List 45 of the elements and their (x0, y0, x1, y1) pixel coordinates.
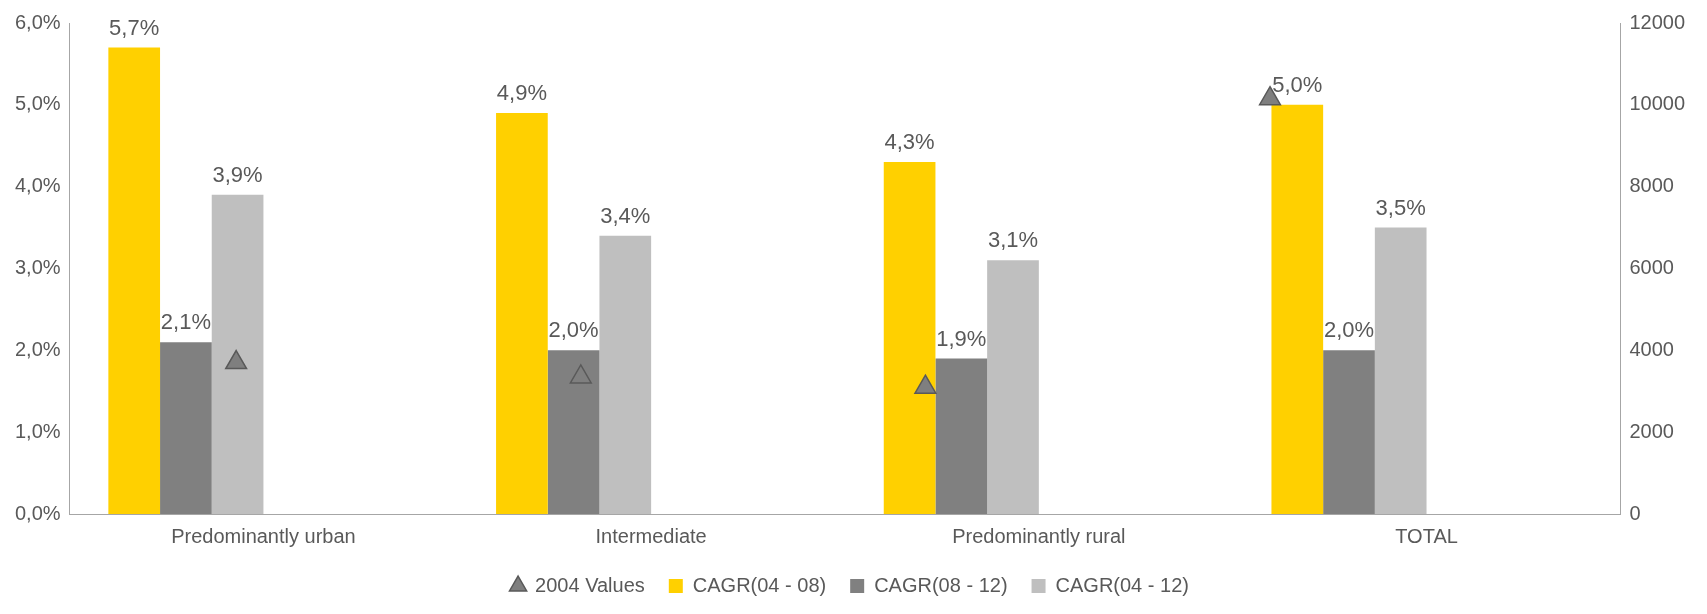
y2-tick-label: 4000 (1629, 337, 1674, 360)
legend-label: CAGR(04 - 08) (692, 573, 827, 596)
x-tick-label: Predominantly rural (952, 524, 1126, 547)
y2-tick-label: 0 (1629, 501, 1641, 524)
y2-tick-label: 8000 (1629, 174, 1674, 197)
bar (160, 342, 212, 514)
data-label: 2,0% (548, 317, 599, 343)
y-tick-label: 3,0% (14, 256, 61, 279)
data-label: 5,7% (109, 14, 160, 40)
bar (987, 260, 1039, 514)
y2-tick-label: 10000 (1629, 92, 1686, 115)
data-label: 2,1% (160, 309, 211, 335)
y-tick-label: 6,0% (14, 10, 61, 33)
y-tick-label: 1,0% (14, 419, 61, 442)
legend-label: 2004 Values (535, 573, 645, 596)
y-tick-label: 5,0% (14, 92, 61, 115)
bar (883, 162, 936, 514)
bar (211, 194, 264, 514)
bar (599, 235, 652, 514)
x-tick-label: TOTAL (1395, 524, 1458, 547)
y2-tick-label: 6000 (1629, 256, 1674, 279)
x-tick-label: Intermediate (595, 524, 707, 547)
legend-label: CAGR(08 - 12) (874, 573, 1008, 596)
bar (547, 350, 600, 514)
data-label: 3,1% (987, 227, 1039, 253)
data-label: 4,9% (496, 80, 547, 106)
bar (108, 47, 161, 514)
data-label: 1,9% (936, 325, 987, 351)
bar (1323, 350, 1375, 514)
bar (1271, 104, 1324, 514)
bar (1374, 227, 1427, 514)
y-tick-label: 0,0% (14, 501, 61, 524)
y2-tick-label: 12000 (1629, 10, 1686, 33)
data-label: 2,0% (1323, 317, 1375, 343)
data-label: 3,5% (1375, 194, 1426, 220)
legend-label: CAGR(04 - 12) (1055, 573, 1189, 596)
y-tick-label: 2,0% (14, 337, 61, 360)
y-tick-label: 4,0% (14, 174, 61, 197)
data-label: 3,9% (212, 161, 263, 187)
bar (496, 113, 548, 514)
data-label: 3,4% (600, 202, 651, 228)
data-label: 4,3% (884, 129, 935, 155)
data-label: 5,0% (1272, 71, 1323, 97)
x-tick-label: Predominantly urban (171, 524, 356, 547)
y2-tick-label: 2000 (1629, 419, 1674, 442)
